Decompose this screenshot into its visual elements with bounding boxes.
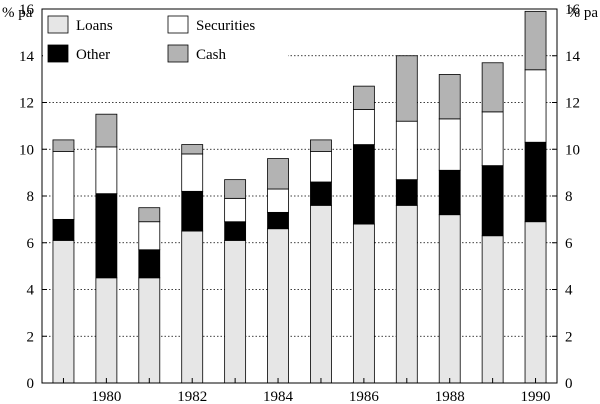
bar-segment-cash bbox=[481, 62, 504, 113]
bar-segment-loans bbox=[95, 277, 118, 384]
bar-segment-cash bbox=[352, 85, 375, 110]
y-tick-label-right: 16 bbox=[565, 2, 581, 18]
bar-segment-other bbox=[310, 181, 332, 206]
bar-segment-other bbox=[224, 221, 247, 241]
x-tick-label: 1984 bbox=[263, 389, 294, 404]
y-tick-label-right: 10 bbox=[565, 142, 580, 158]
bar-segment-loans bbox=[181, 230, 204, 384]
y-tick-label-right: 0 bbox=[565, 376, 573, 392]
x-tick-label: 1986 bbox=[349, 389, 380, 404]
legend-label-cash: Cash bbox=[196, 47, 227, 63]
y-tick-label-left: 14 bbox=[19, 49, 35, 65]
bar-segment-securities bbox=[310, 151, 332, 183]
bar-segment-loans bbox=[481, 235, 504, 384]
y-tick-label-left: 10 bbox=[19, 142, 34, 158]
y-tick-label-left: 2 bbox=[27, 329, 35, 345]
bar-segment-cash bbox=[138, 207, 161, 223]
y-tick-label-right: 8 bbox=[565, 189, 573, 205]
x-tick-label: 1980 bbox=[91, 389, 121, 404]
y-tick-label-left: 4 bbox=[27, 283, 35, 299]
bar-segment-securities bbox=[181, 153, 204, 192]
y-tick-label-left: 8 bbox=[27, 189, 35, 205]
legend: Loans Securities Other Cash bbox=[43, 10, 288, 66]
x-tick-labels: 1980 1982 1984 1986 1988 1990 bbox=[91, 389, 550, 404]
bar-segment-securities bbox=[95, 146, 118, 195]
x-tick-label: 1990 bbox=[521, 389, 551, 404]
y-tick-label-left: 16 bbox=[19, 2, 35, 18]
bars bbox=[52, 10, 547, 384]
bar-segment-other bbox=[524, 141, 547, 223]
bar-segment-securities bbox=[438, 118, 461, 171]
bar-segment-securities bbox=[138, 221, 161, 251]
axis-ticks bbox=[42, 8, 557, 384]
bar-segment-cash bbox=[395, 55, 418, 122]
bar-segment-other bbox=[95, 193, 118, 279]
y-tick-label-left: 6 bbox=[27, 236, 35, 252]
bar-segment-other bbox=[181, 190, 204, 232]
bar-segment-loans bbox=[224, 240, 247, 384]
legend-background bbox=[43, 10, 288, 66]
bar-segment-securities bbox=[52, 151, 75, 220]
bar-segment-cash bbox=[310, 139, 332, 152]
bar-segment-other bbox=[481, 165, 504, 237]
x-tick-label: 1982 bbox=[177, 389, 207, 404]
right-axis-unit: % pa bbox=[568, 5, 599, 21]
bar-segment-other bbox=[138, 249, 161, 279]
bar-segment-loans bbox=[438, 214, 461, 384]
bar-segment-loans bbox=[352, 223, 375, 384]
bar-segment-loans bbox=[395, 204, 418, 384]
legend-swatch-loans bbox=[47, 15, 69, 34]
bar-segment-loans bbox=[52, 240, 75, 384]
bar-segment-loans bbox=[267, 228, 289, 384]
bar-segment-other bbox=[395, 179, 418, 206]
bar-segment-securities bbox=[481, 111, 504, 167]
bar-segment-other bbox=[267, 211, 289, 230]
bar-segment-other bbox=[352, 144, 375, 225]
legend-label-securities: Securities bbox=[196, 18, 255, 34]
y-tick-label-right: 12 bbox=[565, 96, 580, 112]
bar-segment-securities bbox=[352, 109, 375, 145]
bar-segment-loans bbox=[524, 221, 547, 384]
y-tick-label-right: 14 bbox=[565, 49, 581, 65]
bar-segment-securities bbox=[224, 197, 247, 223]
bar-segment-cash bbox=[95, 113, 118, 148]
legend-swatch-other bbox=[47, 44, 69, 63]
x-tick-label: 1988 bbox=[435, 389, 465, 404]
legend-swatch-cash bbox=[167, 44, 189, 63]
bar-segment-other bbox=[52, 218, 75, 241]
bar-segment-cash bbox=[181, 144, 204, 155]
bar-segment-securities bbox=[524, 69, 547, 143]
right-y-tick-labels: 0 2 4 6 8 10 12 14 16 bbox=[565, 2, 581, 392]
y-tick-label-right: 6 bbox=[565, 236, 573, 252]
bar-segment-cash bbox=[267, 158, 289, 190]
left-y-tick-labels: 0 2 4 6 8 10 12 14 16 bbox=[19, 2, 35, 392]
legend-label-loans: Loans bbox=[76, 18, 113, 34]
bar-segment-other bbox=[438, 169, 461, 216]
bar-segment-cash bbox=[224, 179, 247, 199]
bar-segment-loans bbox=[310, 204, 332, 384]
bar-segment-securities bbox=[267, 188, 289, 213]
left-axis-unit: % pa bbox=[2, 5, 33, 21]
y-tick-label-right: 2 bbox=[565, 329, 573, 345]
legend-swatch-securities bbox=[167, 15, 189, 34]
y-tick-label-left: 0 bbox=[27, 376, 35, 392]
y-tick-label-right: 4 bbox=[565, 283, 573, 299]
bar-segment-cash bbox=[524, 10, 547, 71]
bar-segment-loans bbox=[138, 277, 161, 384]
bar-segment-securities bbox=[395, 120, 418, 181]
y-tick-label-left: 12 bbox=[19, 96, 34, 112]
bar-segment-cash bbox=[52, 139, 75, 152]
legend-label-other: Other bbox=[76, 47, 110, 63]
bar-segment-cash bbox=[438, 74, 461, 120]
